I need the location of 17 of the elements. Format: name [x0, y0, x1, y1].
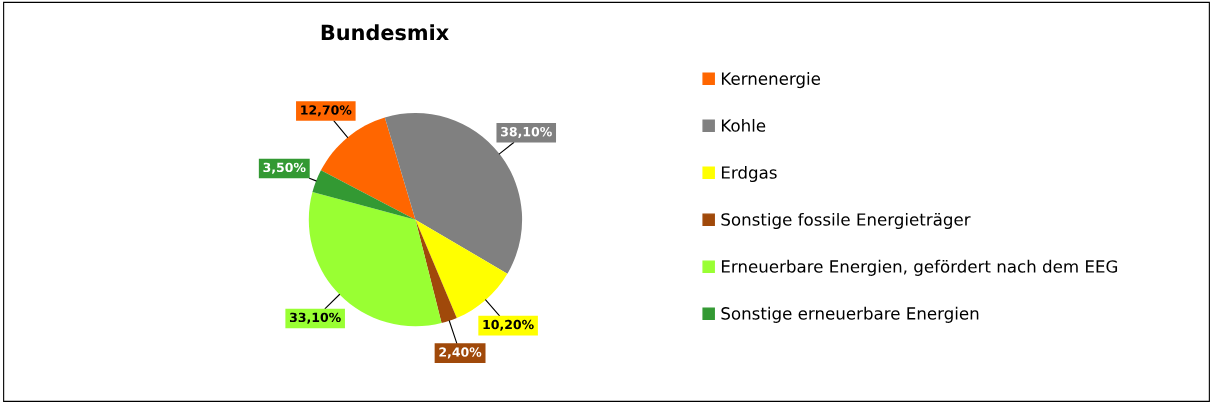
pie-slice — [415, 219, 457, 324]
legend-label: Sonstige erneuerbare Energien — [721, 306, 979, 323]
legend-label: Kohle — [721, 118, 766, 132]
pie-slice — [320, 117, 416, 220]
chart-title: Bundesmix — [321, 24, 449, 41]
pie-slice — [415, 219, 508, 318]
data-label: 12,70% — [301, 105, 352, 117]
data-label: 10,20% — [483, 319, 534, 331]
legend-label: Kernenergie — [721, 72, 821, 89]
legend-label: Sonstige fossile Energieträger — [721, 212, 971, 230]
data-label: 3,50% — [263, 162, 306, 174]
data-label: 38,10% — [501, 126, 552, 138]
legend-label: Erneuerbare Energien, gefördert nach dem EEG — [721, 259, 1118, 276]
legend-label: Erdgas — [721, 165, 777, 183]
pie-slice — [312, 170, 416, 220]
data-label: 33,10% — [289, 312, 341, 324]
data-label: 2,40% — [439, 347, 482, 359]
